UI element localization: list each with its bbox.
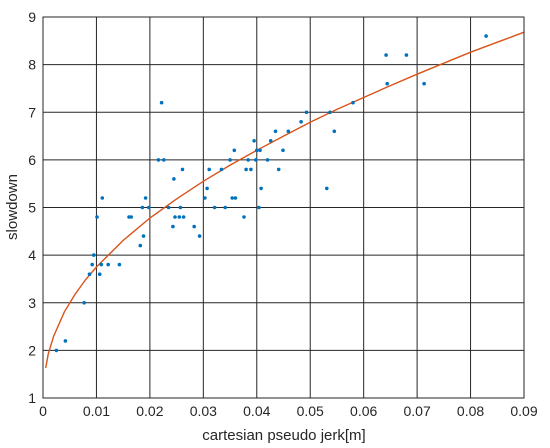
data-point — [129, 215, 133, 219]
data-point — [95, 215, 99, 219]
data-point — [265, 158, 270, 162]
x-tick-label: 0 — [39, 403, 47, 419]
data-point — [63, 339, 68, 343]
data-point — [259, 186, 263, 191]
data-point — [90, 262, 94, 267]
data-point — [140, 205, 145, 210]
data-point — [268, 139, 273, 143]
data-point — [205, 186, 209, 191]
x-axis-label: cartesian pseudo jerk[m] — [202, 427, 365, 444]
data-point — [97, 272, 102, 277]
data-point — [212, 205, 217, 210]
data-point — [156, 158, 161, 162]
data-point — [351, 100, 355, 105]
data-point — [172, 177, 176, 181]
data-point — [87, 272, 92, 277]
data-point — [54, 348, 59, 353]
data-point — [328, 110, 332, 115]
data-point — [180, 167, 185, 172]
data-point — [232, 148, 237, 153]
data-point — [233, 196, 238, 200]
data-point — [304, 110, 309, 115]
y-tick-label: 7 — [28, 104, 36, 120]
y-tick-label: 9 — [28, 9, 36, 25]
data-point — [276, 167, 281, 172]
data-point — [92, 253, 96, 257]
data-point — [404, 53, 409, 57]
data-point — [197, 234, 202, 238]
data-point — [385, 81, 390, 86]
y-axis-label: slowdown — [4, 174, 21, 240]
x-tick-label: 0.08 — [457, 403, 484, 419]
data-point — [159, 100, 164, 105]
data-point — [141, 234, 146, 238]
data-point — [286, 129, 291, 134]
tick-labels: 0 0.01 0.02 0.03 0.04 0.05 0.06 0.07 0.08 0.09 1 2 3… — [28, 9, 538, 419]
data-point — [82, 301, 86, 305]
data-point — [100, 196, 105, 200]
data-point — [484, 34, 488, 38]
data-point — [203, 196, 207, 200]
data-point — [230, 196, 234, 200]
data-point — [253, 158, 258, 162]
x-tick-label: 0.09 — [510, 403, 537, 419]
data-point — [273, 129, 278, 134]
fit-line — [45, 31, 525, 369]
data-point — [192, 224, 196, 229]
data-point — [325, 186, 329, 191]
data-point — [177, 215, 182, 219]
y-tick-label: 2 — [28, 342, 36, 358]
data-point — [143, 196, 148, 200]
data-point — [181, 215, 186, 219]
data-point — [257, 205, 261, 210]
data-point — [244, 167, 248, 172]
data-point — [162, 158, 166, 162]
y-tick-label: 1 — [28, 390, 36, 406]
x-tick-label: 0.06 — [350, 403, 377, 419]
data-point — [299, 120, 303, 124]
data-point — [173, 215, 177, 219]
x-tick-label: 0.01 — [83, 403, 110, 419]
data-point — [228, 158, 232, 162]
data-point — [171, 224, 175, 229]
data-point — [249, 167, 253, 172]
x-tick-label: 0.03 — [190, 403, 217, 419]
data-point — [223, 205, 227, 210]
data-point — [166, 205, 171, 210]
data-point — [422, 81, 426, 86]
x-tick-label: 0.05 — [297, 403, 324, 419]
y-tick-label: 3 — [28, 295, 36, 311]
data-point — [106, 262, 110, 267]
y-tick-label: 4 — [28, 247, 36, 263]
data-point — [332, 129, 337, 134]
data-point — [281, 148, 285, 153]
data-point — [219, 167, 224, 172]
data-point — [99, 262, 104, 267]
x-tick-label: 0.07 — [403, 403, 430, 419]
data-point — [207, 167, 211, 172]
plot-area-border — [42, 16, 525, 399]
y-tick-label: 5 — [28, 200, 36, 216]
x-tick-label: 0.04 — [243, 403, 270, 419]
data-points — [54, 34, 488, 353]
data-point — [147, 205, 151, 210]
x-tick-label: 0.02 — [136, 403, 163, 419]
data-point — [246, 158, 250, 162]
fit-curve — [45, 31, 525, 369]
data-point — [242, 215, 246, 219]
data-point — [138, 243, 143, 248]
y-tick-label: 8 — [28, 57, 36, 73]
data-point — [258, 148, 262, 153]
data-point — [254, 148, 259, 153]
data-point — [117, 262, 122, 267]
data-point — [384, 53, 388, 57]
data-point — [252, 139, 256, 143]
y-tick-label: 6 — [28, 152, 36, 168]
data-point — [178, 205, 183, 210]
